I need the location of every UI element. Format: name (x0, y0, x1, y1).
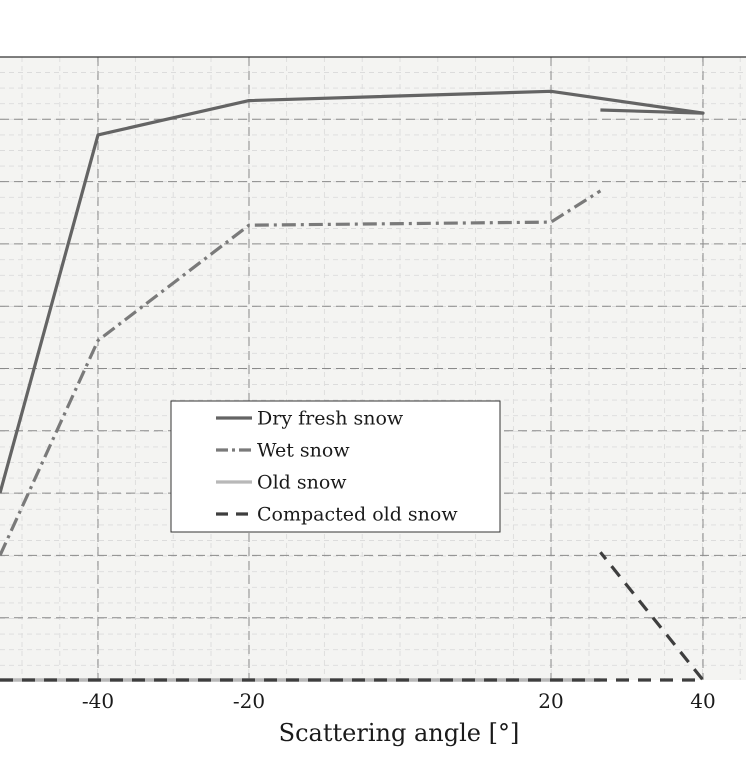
legend-label-2: Wet snow (257, 440, 350, 462)
series-line-1 (0, 89, 705, 494)
legend-label-3: Old snow (257, 472, 347, 494)
x-tick-label: -20 (233, 689, 265, 713)
legend-label-4: Compacted old snow (257, 504, 458, 526)
x-tick-label: 20 (538, 689, 563, 713)
series-line-2 (0, 189, 602, 557)
legend-label-1: Dry fresh snow (257, 408, 404, 430)
x-tick-label: -40 (82, 689, 114, 713)
legend-box (170, 400, 501, 533)
x-axis-label: Scattering angle [°] (279, 719, 520, 747)
x-ticks: -40 -20 20 40 (82, 689, 716, 713)
legend: Dry fresh snow Wet snow Old snow Compacted … (170, 400, 501, 533)
x-tick-label: 40 (690, 689, 715, 713)
series-layer (0, 89, 705, 682)
